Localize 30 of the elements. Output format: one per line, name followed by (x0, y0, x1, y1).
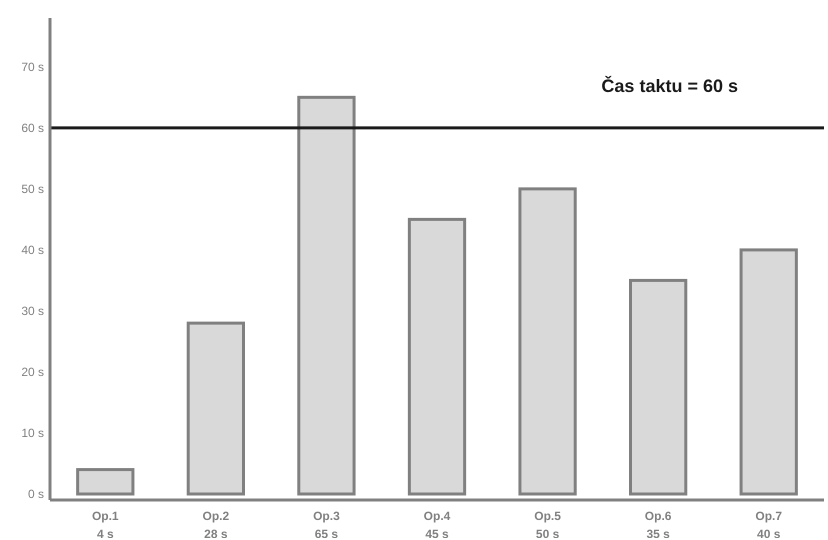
ref-line-label: Čas taktu = 60 s (601, 74, 738, 96)
y-tick-label: 70 s (21, 60, 44, 74)
x-tick-label: Op.1 (92, 509, 119, 523)
bar (740, 248, 798, 496)
y-tick-label: 20 s (21, 365, 44, 380)
data-label: 50 s (536, 527, 560, 540)
bar (518, 187, 577, 496)
data-label: 40 s (757, 527, 781, 540)
y-tick-label: 30 s (21, 304, 44, 318)
y-tick-label: 10 s (21, 426, 44, 440)
x-tick-label: Op.6 (644, 509, 672, 523)
x-tick-label: Op.4 (424, 509, 451, 523)
data-label: 45 s (425, 527, 449, 540)
bar (297, 96, 356, 496)
bar (76, 468, 134, 496)
data-label: 35 s (646, 527, 670, 540)
y-tick-label: 50 s (21, 182, 44, 196)
data-label: 65 s (314, 527, 338, 540)
data-label: 28 s (204, 527, 228, 540)
x-tick-label: Op.2 (202, 509, 230, 523)
y-tick-label: 40 s (21, 243, 44, 258)
data-label: 4 s (96, 527, 114, 540)
x-tick-label: Op.7 (755, 509, 782, 523)
bar (186, 322, 245, 496)
bar (408, 218, 466, 496)
x-tick-label: Op.5 (534, 509, 562, 523)
x-tick-label: Op.3 (313, 509, 340, 523)
y-tick-label: 0 s (28, 487, 44, 502)
y-tick-label: 60 s (21, 121, 44, 136)
bar (629, 278, 688, 496)
